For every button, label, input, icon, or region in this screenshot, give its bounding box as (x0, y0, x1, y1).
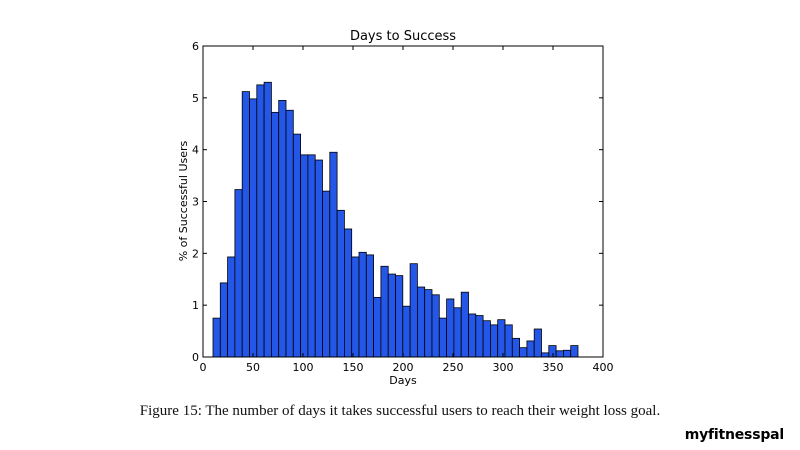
histogram-bar (519, 347, 528, 358)
histogram-bar (446, 298, 455, 358)
histogram-bar (307, 154, 316, 358)
histogram-bar (343, 228, 353, 358)
x-tick-label: 100 (293, 361, 314, 374)
histogram-bar (541, 352, 550, 358)
histogram-bar (351, 256, 360, 358)
x-tick-label: 250 (443, 361, 464, 374)
histogram-bar (270, 111, 280, 358)
histogram-bar (249, 98, 258, 358)
histogram-bar (548, 345, 557, 358)
histogram-bar (358, 251, 367, 358)
x-tick-label: 150 (343, 361, 364, 374)
y-tick-label: 3 (192, 196, 199, 209)
x-tick-label: 400 (593, 361, 614, 374)
histogram-bar (563, 349, 572, 358)
histogram-bar (533, 328, 542, 358)
histogram-bar (219, 282, 229, 358)
y-tick-label: 6 (192, 40, 199, 53)
x-tick-label: 50 (246, 361, 260, 374)
chart-title: Days to Success (350, 29, 456, 44)
histogram-bar (300, 154, 309, 358)
histogram-bar (570, 345, 579, 358)
histogram-bar (416, 286, 426, 358)
x-tick-label: 350 (543, 361, 564, 374)
histogram-chart: Days to Success 0 50 100 150 200 250 300 350 400… (177, 29, 614, 387)
histogram-bar (555, 350, 564, 358)
histogram-bar (511, 337, 520, 358)
histogram-bar (475, 315, 484, 358)
histogram-bar (438, 317, 447, 358)
y-axis-label: % of Successful Users (177, 140, 190, 261)
x-tick-label: 300 (493, 361, 514, 374)
histogram-bar (285, 109, 294, 358)
histogram-bar (256, 84, 265, 358)
x-tick-label: 200 (393, 361, 414, 374)
histogram-bar (314, 159, 323, 358)
histogram-bar (336, 209, 345, 358)
histogram-bar (322, 190, 331, 358)
histogram-bar (402, 305, 411, 358)
histogram-bar (227, 256, 236, 358)
y-tick-label: 4 (192, 144, 199, 157)
histogram-bar (234, 189, 243, 358)
y-tick-label: 1 (192, 299, 199, 312)
histogram-bar (504, 324, 513, 358)
histogram-bar (460, 291, 469, 358)
histogram-bar (395, 275, 404, 358)
histogram-bar (263, 81, 272, 358)
histogram-bar (241, 91, 250, 358)
histogram-bar (526, 340, 535, 358)
histogram-bar (373, 296, 382, 358)
histogram-bar (387, 273, 396, 358)
bars-layer (212, 81, 579, 358)
ticks-layer: 0 50 100 150 200 250 300 350 400 0 1 2 3 4 5 6 (192, 40, 614, 374)
histogram-bar (497, 319, 506, 358)
x-tick-label: 0 (200, 361, 207, 374)
x-axis-label: Days (389, 374, 417, 387)
histogram-bar (365, 254, 374, 358)
y-tick-label: 0 (192, 351, 199, 364)
histogram-bar (431, 294, 440, 358)
brand-logo-text: myfitnesspal (684, 427, 784, 443)
figure-caption: Figure 15: The number of days it takes s… (139, 403, 661, 419)
histogram-bar (468, 313, 477, 358)
histogram-bar (409, 263, 418, 358)
histogram-bar (292, 133, 301, 358)
histogram-bar (329, 151, 338, 358)
histogram-bar (453, 307, 462, 358)
histogram-bar (424, 289, 433, 358)
y-tick-label: 5 (192, 92, 199, 105)
histogram-bar (380, 265, 389, 358)
histogram-bar (212, 317, 221, 358)
histogram-bar (482, 320, 491, 358)
y-tick-label: 2 (192, 247, 199, 260)
histogram-bar (489, 324, 499, 358)
histogram-bar (278, 100, 287, 358)
